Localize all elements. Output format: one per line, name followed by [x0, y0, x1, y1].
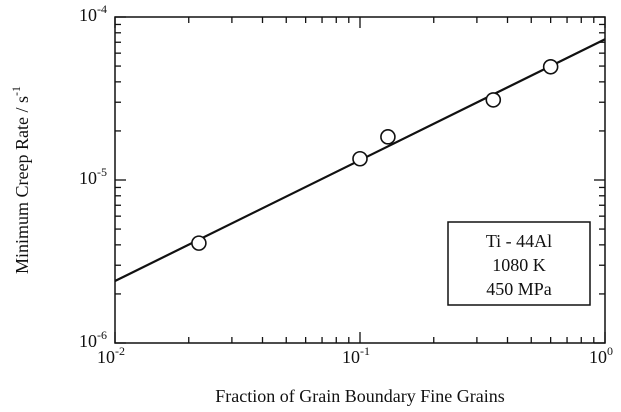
annotation-box [447, 221, 591, 306]
y-tick-label-exponent: -6 [97, 328, 107, 342]
y-tick-label: 10-4 [79, 2, 107, 25]
y-tick-label: 10-5 [79, 165, 107, 188]
y-tick-label-base: 10 [79, 331, 97, 351]
y-axis-label: Minimum Creep Rate / s-1 [9, 86, 32, 274]
annotation: 450 MPa [486, 279, 552, 299]
x-tick-label: 10-1 [342, 344, 370, 367]
y-tick-label-exponent: -5 [97, 165, 107, 179]
x-tick-label-base: 10 [589, 347, 607, 367]
data-point [542, 58, 559, 75]
x-tick-label: 10-2 [97, 344, 125, 367]
x-tick-label-exponent: 0 [607, 344, 613, 358]
y-axis-label-text: Minimum Creep Rate / s [12, 96, 32, 274]
x-tick-label-exponent: -2 [115, 344, 125, 358]
x-tick-label-base: 10 [97, 347, 115, 367]
data-point [352, 150, 368, 167]
data-point [380, 129, 396, 145]
data-point [485, 92, 502, 108]
x-axis-label: Fraction of Grain Boundary Fine Grains [215, 386, 504, 406]
x-tick-label-exponent: -1 [360, 344, 370, 358]
x-tick-label-base: 10 [342, 347, 360, 367]
y-tick-label-base: 10 [79, 5, 97, 25]
y-tick-label-base: 10 [79, 168, 97, 188]
annotation: 1080 K [492, 255, 546, 275]
y-axis-label-exponent: -1 [9, 86, 23, 96]
data-point [191, 235, 207, 251]
x-tick-label: 100 [589, 344, 613, 367]
y-tick-label: 10-6 [79, 328, 107, 351]
annotation: Ti - 44Al [486, 231, 552, 251]
y-tick-label-exponent: -4 [97, 2, 107, 16]
